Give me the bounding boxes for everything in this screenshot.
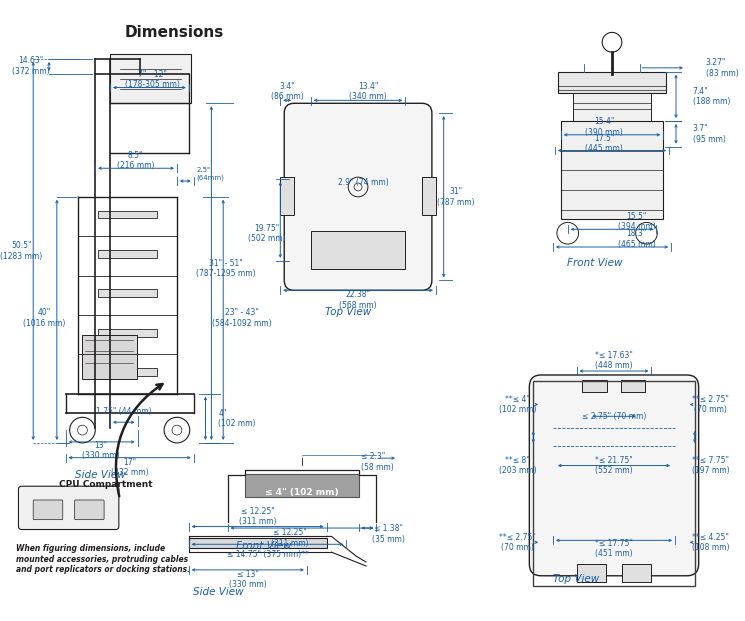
Text: 50.5"
(1283 mm): 50.5" (1283 mm)	[0, 241, 42, 261]
Text: 13"
(330 mm): 13" (330 mm)	[82, 441, 120, 461]
Text: 19.75"
(502 mm): 19.75" (502 mm)	[247, 224, 285, 243]
Bar	[533, 381, 694, 586]
Text: **≤ 8"
(203 mm): **≤ 8" (203 mm)	[498, 456, 536, 475]
Bar	[622, 564, 651, 582]
Text: ≤ 4" (102 mm): ≤ 4" (102 mm)	[265, 487, 339, 497]
Text: *≤ 17.75"
(451 mm): *≤ 17.75" (451 mm)	[595, 538, 633, 558]
Text: ≤ 12.25"
(311 mm): ≤ 12.25" (311 mm)	[271, 528, 309, 548]
Text: *≤ 21.75"
(552 mm): *≤ 21.75" (552 mm)	[595, 456, 633, 475]
Text: ≤ 13"
(330 mm): ≤ 13" (330 mm)	[229, 570, 267, 589]
Text: 31"
(787 mm): 31" (787 mm)	[437, 187, 475, 207]
Text: 1.75" (44 mm): 1.75" (44 mm)	[96, 407, 151, 416]
FancyBboxPatch shape	[74, 500, 104, 520]
Text: 13.4"
(340 mm): 13.4" (340 mm)	[349, 82, 387, 101]
Text: Front View: Front View	[566, 258, 622, 268]
Text: 14.63"
(372 mm): 14.63" (372 mm)	[13, 56, 50, 76]
Text: 18.3"
(465 mm): 18.3" (465 mm)	[618, 229, 656, 249]
Bar	[573, 93, 651, 121]
Bar	[583, 380, 607, 392]
Text: ≤ 14.75" (375 mm)**: ≤ 14.75" (375 mm)**	[226, 550, 308, 559]
Bar	[98, 289, 157, 297]
Text: 22.38"
(568 mm): 22.38" (568 mm)	[339, 291, 377, 310]
Bar	[245, 474, 358, 497]
Bar	[98, 329, 157, 337]
Text: When figuring dimensions, include
mounted accessories, protruding cables
and por: When figuring dimensions, include mounte…	[16, 544, 191, 574]
Bar	[98, 211, 157, 219]
Text: 2.9" (74 mm): 2.9" (74 mm)	[337, 178, 388, 186]
Text: 31" - 51"
(787-1295 mm): 31" - 51" (787-1295 mm)	[197, 259, 256, 278]
Bar	[280, 177, 294, 214]
Text: **≤ 4"
(102 mm): **≤ 4" (102 mm)	[498, 395, 536, 414]
Bar	[422, 177, 436, 214]
Text: *≤ 17.63"
(448 mm): *≤ 17.63" (448 mm)	[595, 350, 633, 370]
Text: 40"
(1016 mm): 40" (1016 mm)	[23, 308, 66, 328]
Text: ≤ 12.25"
(311 mm): ≤ 12.25" (311 mm)	[239, 507, 276, 527]
Text: 2.5"
(64mm): 2.5" (64mm)	[197, 168, 224, 181]
Text: 8.5"
(216 mm): 8.5" (216 mm)	[117, 151, 154, 170]
Bar	[188, 538, 326, 548]
Text: 17"
(432 mm): 17" (432 mm)	[111, 458, 148, 477]
Text: 3.27"
(83 mm): 3.27" (83 mm)	[706, 58, 738, 78]
Text: Top View: Top View	[554, 574, 600, 584]
Text: ≤ 2.75" (70 mm): ≤ 2.75" (70 mm)	[582, 412, 646, 421]
Text: 15.5"
(394 mm): 15.5" (394 mm)	[618, 212, 656, 231]
Text: **≤ 4.25"
(108 mm): **≤ 4.25" (108 mm)	[691, 533, 729, 552]
FancyBboxPatch shape	[530, 375, 699, 576]
Text: Side View: Side View	[193, 587, 244, 597]
Text: 17.5"
(445 mm): 17.5" (445 mm)	[586, 134, 623, 153]
Text: ≤ 1.38"
(35 mm): ≤ 1.38" (35 mm)	[372, 524, 405, 543]
FancyBboxPatch shape	[285, 103, 432, 291]
Text: 7.4"
(188 mm): 7.4" (188 mm)	[693, 87, 730, 106]
Text: 3.4"
(86 mm): 3.4" (86 mm)	[271, 82, 303, 101]
FancyBboxPatch shape	[34, 500, 63, 520]
Bar	[83, 335, 136, 379]
Text: 15.4"
(390 mm): 15.4" (390 mm)	[586, 117, 623, 137]
Text: Side View: Side View	[74, 470, 125, 481]
Text: Front View: Front View	[235, 541, 291, 551]
Bar	[98, 368, 157, 376]
FancyBboxPatch shape	[19, 486, 119, 530]
Text: ≤ 2.3"
(58 mm): ≤ 2.3" (58 mm)	[361, 452, 394, 472]
Bar	[621, 380, 645, 392]
Text: 3.7"
(95 mm): 3.7" (95 mm)	[693, 124, 726, 143]
Text: Top View: Top View	[325, 307, 371, 317]
Text: 4"
(102 mm): 4" (102 mm)	[218, 409, 256, 428]
Bar	[311, 231, 405, 269]
Bar	[110, 54, 191, 103]
Bar	[577, 564, 606, 582]
Text: **≤ 7.75"
(197 mm): **≤ 7.75" (197 mm)	[691, 456, 729, 475]
Text: Dimensions: Dimensions	[124, 25, 224, 40]
Text: **≤ 2.75"
(70 mm): **≤ 2.75" (70 mm)	[499, 533, 536, 552]
Text: 23" - 43"
(584-1092 mm): 23" - 43" (584-1092 mm)	[212, 308, 272, 328]
Text: **≤ 2.75"
(70 mm): **≤ 2.75" (70 mm)	[692, 395, 729, 414]
Bar	[561, 121, 663, 219]
Bar	[558, 72, 666, 93]
Bar	[98, 250, 157, 258]
Text: CPU Compartment: CPU Compartment	[59, 480, 153, 489]
Text: 7" - 12"
(178-305 mm): 7" - 12" (178-305 mm)	[125, 70, 180, 89]
